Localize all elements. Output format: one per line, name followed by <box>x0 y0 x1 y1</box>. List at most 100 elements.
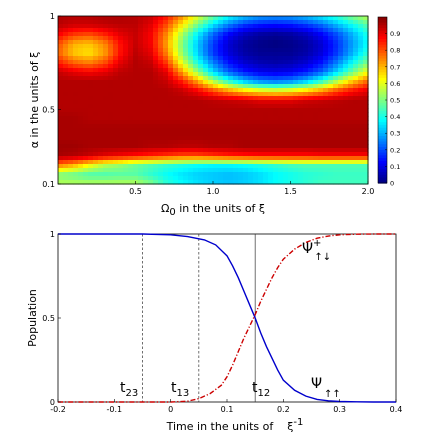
heatmap-cell <box>253 120 259 125</box>
heatmap-cell <box>73 152 79 157</box>
heatmap-cell <box>123 144 129 149</box>
heatmap-cell <box>68 92 74 97</box>
heatmap-cell <box>263 88 269 93</box>
heatmap-cell <box>213 160 219 165</box>
heatmap-cell <box>328 112 334 117</box>
heatmap-cell <box>338 80 344 85</box>
heatmap-cell <box>83 48 89 53</box>
heatmap-cell <box>153 104 159 109</box>
heatmap-cell <box>278 56 284 61</box>
heatmap-cell <box>218 104 224 109</box>
heatmap-cell <box>328 44 334 49</box>
heatmap-cell <box>138 132 144 137</box>
heatmap-cell <box>158 112 164 117</box>
heatmap-cell <box>248 132 254 137</box>
heatmap-cell <box>68 44 74 49</box>
heatmap-cell <box>63 108 69 113</box>
heatmap-cell <box>333 64 339 69</box>
heatmap-cell <box>318 176 324 181</box>
heatmap-cell <box>228 52 234 57</box>
heatmap-cell <box>228 64 234 69</box>
heatmap-cell <box>63 16 69 21</box>
heatmap-cell <box>198 128 204 133</box>
colorbar-segment <box>378 72 387 76</box>
heatmap-cell <box>338 108 344 113</box>
heatmap-cell <box>253 44 259 49</box>
heatmap-cell <box>183 60 189 65</box>
heatmap-cell <box>283 28 289 33</box>
heatmap-cell <box>153 180 159 185</box>
heatmap-cell <box>198 48 204 53</box>
heatmap-cell <box>288 96 294 101</box>
heatmap-cell <box>108 88 114 93</box>
heatmap-cell <box>278 28 284 33</box>
heatmap-cell <box>238 116 244 121</box>
colorbar-segment <box>378 108 387 112</box>
heatmap-cell <box>128 172 134 177</box>
heatmap-cell <box>103 36 109 41</box>
heatmap-cell <box>218 52 224 57</box>
heatmap-cell <box>178 148 184 153</box>
heatmap-cell <box>278 80 284 85</box>
heatmap-cell <box>303 148 309 153</box>
heatmap-cell <box>333 96 339 101</box>
heatmap-cell <box>268 164 274 169</box>
heatmap-cell <box>123 68 129 73</box>
heatmap-cell <box>138 48 144 53</box>
heatmap-cell <box>333 116 339 121</box>
heatmap-cell <box>253 104 259 109</box>
heatmap-cell <box>358 132 364 137</box>
heatmap-cell <box>343 44 349 49</box>
heatmap-cell <box>158 24 164 29</box>
heatmap-cell <box>148 40 154 45</box>
heatmap-cell <box>128 40 134 45</box>
heatmap-cell <box>363 164 369 169</box>
heatmap-cell <box>263 32 269 37</box>
heatmap-cell <box>93 96 99 101</box>
heatmap-cell <box>238 120 244 125</box>
heatmap-cell <box>118 20 124 25</box>
heatmap-cell <box>168 176 174 181</box>
heatmap-cell <box>153 92 159 97</box>
heatmap-cell <box>338 32 344 37</box>
heatmap-cell <box>333 136 339 141</box>
heatmap-cell <box>143 92 149 97</box>
heatmap-cell <box>218 160 224 165</box>
heatmap-cell <box>243 148 249 153</box>
heatmap-cell <box>348 60 354 65</box>
heatmap-cell <box>113 180 119 185</box>
heatmap-cell <box>168 60 174 65</box>
heatmap-cell <box>298 124 304 129</box>
heatmap-cell <box>78 88 84 93</box>
heatmap-cell <box>343 100 349 105</box>
heatmap-cell <box>313 68 319 73</box>
heatmap-cell <box>103 152 109 157</box>
heatmap-cell <box>223 92 229 97</box>
heatmap-cell <box>248 100 254 105</box>
heatmap-cell <box>313 124 319 129</box>
heatmap-cell <box>313 148 319 153</box>
heatmap-cell <box>308 144 314 149</box>
heatmap-cell <box>293 160 299 165</box>
heatmap-cell <box>343 172 349 177</box>
heatmap-cell <box>268 60 274 65</box>
heatmap-cell <box>58 172 64 177</box>
heatmap-cell <box>88 120 94 125</box>
heatmap-cell <box>118 116 124 121</box>
heatmap-cell <box>188 76 194 81</box>
heatmap-cell <box>298 44 304 49</box>
heatmap-cell <box>78 64 84 69</box>
heatmap-cell <box>58 20 64 25</box>
heatmap-cell <box>138 24 144 29</box>
heatmap-cell <box>258 120 264 125</box>
heatmap-cell <box>138 92 144 97</box>
heatmap-cell <box>78 152 84 157</box>
heatmap-cell <box>88 28 94 33</box>
heatmap-cell <box>288 20 294 25</box>
heatmap-cell <box>313 36 319 41</box>
heatmap-cell <box>358 180 364 185</box>
heatmap-cell <box>213 24 219 29</box>
heatmap-cell <box>343 52 349 57</box>
heatmap-cell <box>143 60 149 65</box>
heatmap-cell <box>213 116 219 121</box>
